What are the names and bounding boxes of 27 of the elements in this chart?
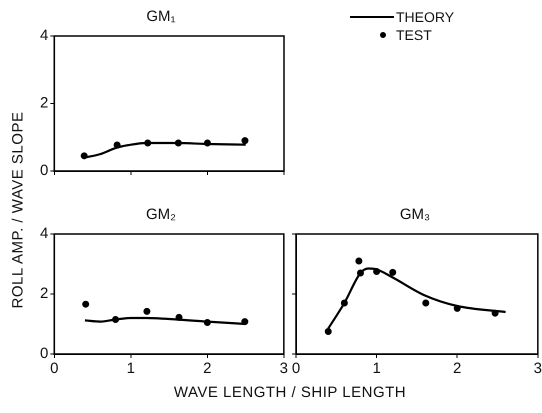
point (143, 308, 150, 315)
x-tick-label: 3 (280, 360, 288, 378)
x-tick-label: 3 (534, 360, 542, 378)
chart-title: GM₃ (400, 206, 430, 224)
y-tick-label: 4 (40, 225, 48, 242)
point (241, 137, 248, 144)
y-tick-label: 4 (40, 27, 48, 44)
x-tick-label: 0 (292, 360, 300, 378)
legend-label: TEST (396, 27, 432, 43)
chart-title: GM₁ (146, 8, 176, 26)
x-tick-label: 2 (203, 360, 212, 378)
chart-title: GM₂ (146, 206, 176, 224)
y-tick-label: 0 (40, 345, 48, 362)
point (82, 300, 90, 308)
point (324, 328, 332, 335)
legend-label: THEORY (396, 9, 454, 25)
point (422, 300, 430, 306)
y-tick-label: 2 (40, 285, 48, 302)
y-tick-label: 2 (40, 94, 48, 112)
point (355, 258, 362, 264)
point (389, 268, 396, 276)
x-tick-label: 2 (453, 360, 462, 378)
x-tick-label: 1 (372, 360, 381, 378)
y-tick-label: 0 (40, 162, 48, 180)
x-axis-title: WAVE LENGTH / SHIP LENGTH (174, 384, 406, 401)
x-tick-label: 1 (126, 360, 136, 378)
y-axis-title: ROLL AMP. / WAVE SLOPE (10, 112, 26, 308)
